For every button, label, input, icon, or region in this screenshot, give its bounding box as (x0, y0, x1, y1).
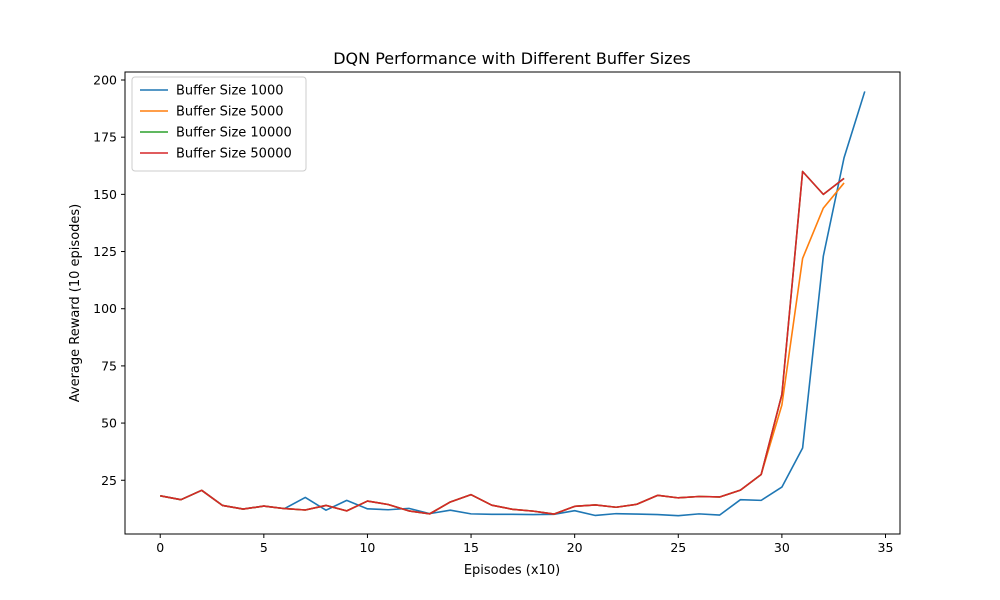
x-axis: 0 5 10 15 20 25 30 35 (156, 534, 893, 555)
x-tick-label: 10 (359, 540, 375, 555)
chart-title: DQN Performance with Different Buffer Si… (333, 49, 691, 68)
series-line-2 (160, 182, 845, 515)
y-tick-label: 75 (101, 358, 117, 373)
y-tick-label: 100 (93, 301, 117, 316)
x-tick-label: 0 (156, 540, 164, 555)
legend-entry: Buffer Size 10000 (176, 126, 292, 141)
x-tick-label: 5 (260, 540, 268, 555)
y-axis-label: Average Reward (10 episodes) (68, 204, 83, 403)
x-tick-label: 35 (878, 540, 894, 555)
y-tick-label: 150 (93, 187, 117, 202)
x-tick-label: 30 (774, 540, 790, 555)
legend-entry: Buffer Size 5000 (176, 105, 284, 120)
y-tick-label: 25 (101, 473, 117, 488)
y-tick-label: 50 (101, 416, 117, 431)
y-axis: 25 50 75 100 125 150 175 200 (93, 73, 125, 488)
x-tick-label: 15 (463, 540, 479, 555)
y-tick-label: 200 (93, 73, 117, 88)
series-layer (160, 91, 866, 517)
series-line-4 (160, 170, 845, 515)
y-tick-label: 125 (93, 244, 117, 259)
legend-box (131, 76, 307, 172)
x-axis-label: Episodes (x10) (464, 563, 560, 578)
y-tick-label: 175 (93, 130, 117, 145)
x-tick-label: 20 (567, 540, 583, 555)
series-line-3 (160, 170, 845, 515)
legend: Buffer Size 1000 Buffer Size 5000 Buffer S… (131, 76, 307, 172)
x-tick-label: 25 (670, 540, 686, 555)
legend-entry: Buffer Size 50000 (176, 147, 292, 162)
legend-entry: Buffer Size 1000 (176, 84, 284, 99)
plot-frame (124, 71, 901, 535)
